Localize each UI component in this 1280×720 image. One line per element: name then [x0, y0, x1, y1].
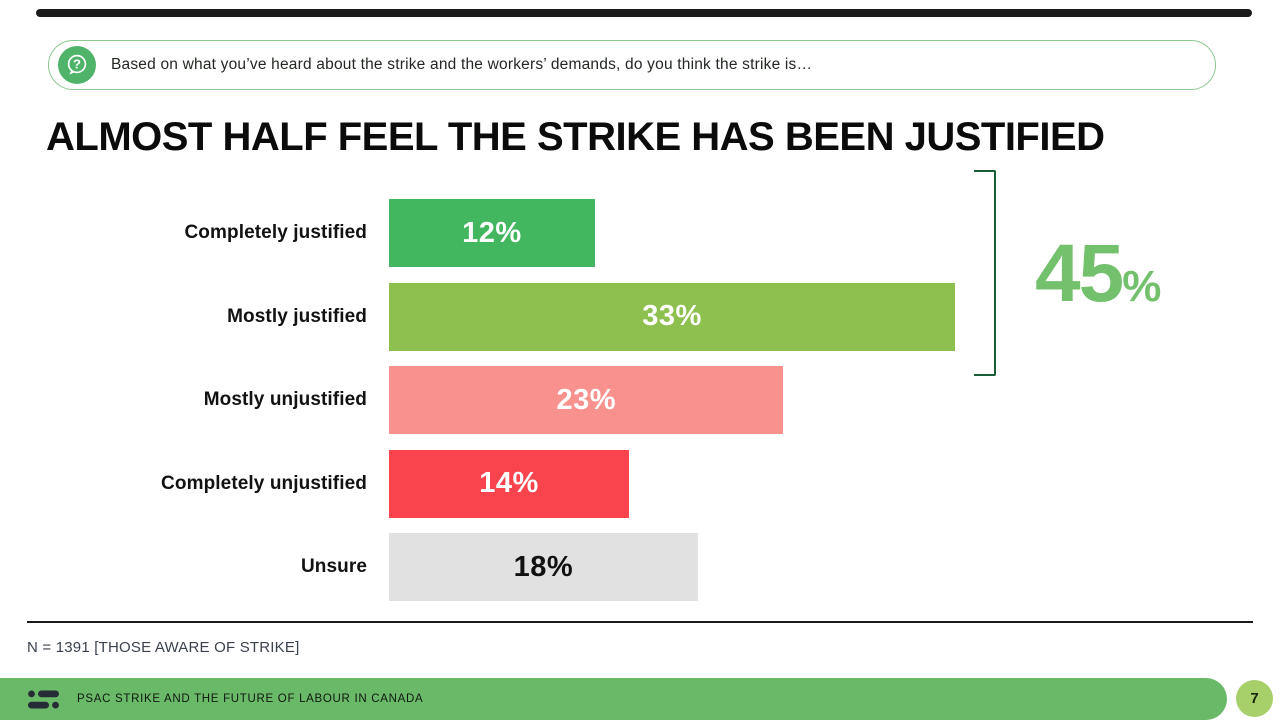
bar: 14% — [389, 449, 630, 518]
question-bubble-icon: ? — [58, 46, 96, 84]
bar: 18% — [389, 533, 698, 601]
chart-row: Mostly unjustified 23% — [0, 366, 1280, 434]
bar: 23% — [389, 366, 784, 434]
chart-row: Unsure 18% — [0, 533, 1280, 601]
bar-chart: Completely justified 12% Mostly justified 3… — [0, 199, 1280, 617]
category-label: Mostly justified — [227, 305, 367, 327]
category-label: Mostly unjustified — [203, 389, 367, 410]
svg-text:?: ? — [73, 57, 81, 72]
group-total-value: 45 — [1035, 228, 1124, 319]
bar-value-label: 23% — [556, 383, 616, 416]
category-label: Completely justified — [184, 222, 367, 243]
question-callout: ? Based on what you’ve heard about the s… — [48, 40, 1216, 90]
bar: 33% — [389, 282, 955, 351]
chart-row: Completely justified 12% — [0, 199, 1280, 267]
page-number-badge: 7 — [1236, 680, 1273, 717]
chart-row: Completely unjustified 14% — [0, 449, 1280, 518]
group-total-suffix: % — [1122, 262, 1162, 311]
bar-value-label: 33% — [642, 300, 702, 332]
slide-title: ALMOST HALF FEEL THE STRIKE HAS BEEN JUS… — [46, 115, 1105, 159]
abacus-data-logo — [28, 690, 59, 708]
group-total-annotation: 45% — [1035, 233, 1161, 315]
footer-band: PSAC STRIKE AND THE FUTURE OF LABOUR IN … — [0, 678, 1227, 720]
category-label: Unsure — [300, 556, 367, 577]
footer-divider-line — [27, 621, 1253, 623]
bar-value-label: 12% — [462, 216, 522, 249]
footer-report-title: PSAC STRIKE AND THE FUTURE OF LABOUR IN … — [77, 693, 424, 705]
bar-value-label: 18% — [513, 550, 574, 583]
bar-value-label: 14% — [479, 467, 539, 499]
question-text: Based on what you’ve heard about the str… — [111, 56, 813, 73]
bar: 12% — [389, 199, 595, 267]
sample-size-footnote: N = 1391 [THOSE AWARE OF STRIKE] — [27, 639, 300, 656]
group-bracket — [974, 170, 996, 376]
chart-row: Mostly justified 33% — [0, 282, 1280, 351]
top-accent-bar — [36, 9, 1252, 17]
category-label: Completely unjustified — [161, 472, 367, 494]
